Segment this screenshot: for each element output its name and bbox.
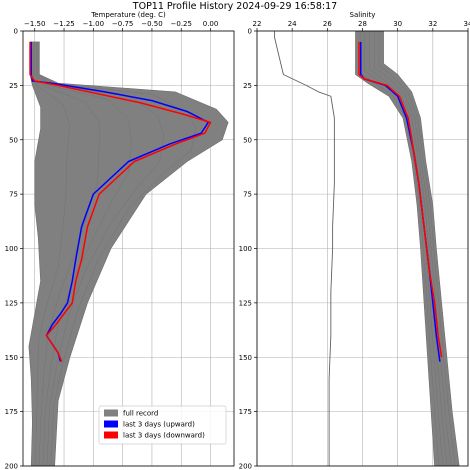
y-tick-label: 150	[239, 354, 252, 362]
x-tick-label: 32	[428, 20, 437, 28]
legend-swatch	[104, 409, 118, 417]
y-tick-label: 200	[5, 463, 18, 470]
x-axis-label: Temperature (deg. C)	[90, 11, 166, 19]
full-record-profile	[369, 31, 448, 466]
series-upward-line	[30, 41, 209, 362]
y-tick-label: 0	[248, 28, 252, 36]
x-tick-label: −0.50	[141, 20, 162, 28]
data-layer	[28, 41, 229, 466]
x-tick-label: 0.00	[203, 20, 219, 28]
y-tick-label: 25	[9, 82, 18, 90]
salinity-panel: 22 24 26 28 30 32 34 0 25 50 75 100 125 150 175 200 Sali…	[239, 11, 470, 470]
legend-swatch	[104, 431, 118, 439]
full-record-profile	[34, 41, 132, 466]
y-tick-label: 125	[239, 299, 252, 307]
series-downward-line	[358, 41, 443, 358]
full-record-envelope	[28, 41, 229, 466]
legend-swatch	[104, 420, 118, 428]
x-tick-label: 26	[323, 20, 332, 28]
full-record-profile	[378, 31, 456, 466]
full-record-profile	[373, 31, 452, 466]
full-record-outlier-line	[274, 31, 335, 466]
x-tick-label: −1.50	[24, 20, 45, 28]
y-tick-label: 175	[5, 408, 18, 416]
x-tick-label: −1.25	[53, 20, 74, 28]
x-tick-label: −0.25	[171, 20, 192, 28]
figure-title: TOP11 Profile History 2024-09-29 16:58:1…	[132, 1, 337, 12]
x-tick-label: 24	[288, 20, 297, 28]
x-tick-label: 30	[393, 20, 402, 28]
full-record-profile	[37, 41, 197, 466]
x-tick-label: −1.00	[83, 20, 104, 28]
x-tick-label: 34	[464, 20, 470, 28]
y-tick-label: 100	[239, 245, 252, 253]
temperature-panel: −1.50 −1.25 −1.00 −0.75 −0.50 −0.25 0.00 0 25 50 7…	[5, 11, 235, 470]
full-record-profile	[31, 41, 71, 466]
y-tick-label: 0	[14, 28, 18, 36]
y-tick-label: 50	[243, 136, 252, 144]
y-tick-label: 125	[5, 299, 18, 307]
legend-label: last 3 days (upward)	[123, 421, 195, 429]
y-tick-label: 150	[5, 354, 18, 362]
legend-box	[98, 405, 227, 445]
x-tick-label: −0.75	[112, 20, 133, 28]
legend-label: full record	[123, 410, 158, 418]
x-tick-label: 28	[358, 20, 367, 28]
y-tick-label: 75	[9, 191, 18, 199]
y-tick-label: 100	[5, 245, 18, 253]
y-tick-label: 200	[239, 463, 252, 470]
full-record-envelope	[355, 31, 460, 466]
legend: full record last 3 days (upward) last 3 da…	[98, 405, 227, 445]
x-tick-label: 22	[253, 20, 262, 28]
y-tick-label: 25	[243, 82, 252, 90]
x-axis-label: Salinity	[350, 11, 376, 19]
y-tick-label: 75	[243, 191, 252, 199]
y-tick-label: 50	[9, 136, 18, 144]
data-layer	[274, 31, 460, 466]
series-downward-line	[29, 41, 212, 362]
legend-label: last 3 days (downward)	[123, 432, 205, 440]
y-tick-label: 175	[239, 408, 252, 416]
